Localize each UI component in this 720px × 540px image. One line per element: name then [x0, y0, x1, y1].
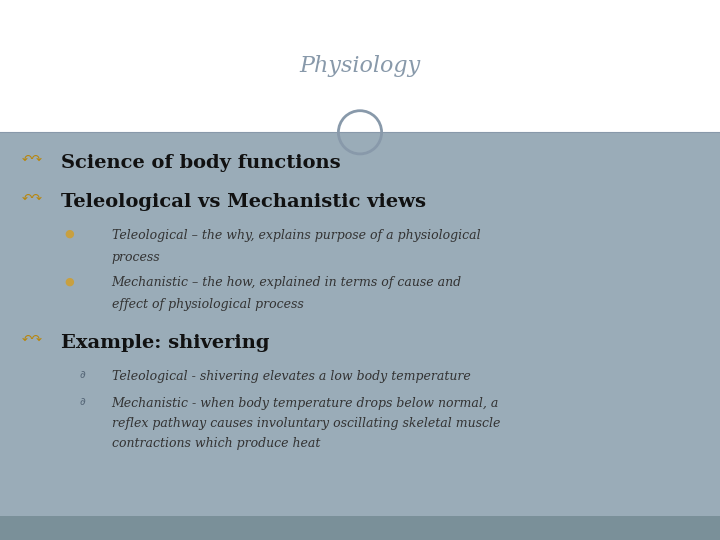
- Text: Physiology: Physiology: [300, 55, 420, 77]
- Text: contractions which produce heat: contractions which produce heat: [112, 437, 320, 450]
- Text: process: process: [112, 251, 161, 264]
- Text: effect of physiological process: effect of physiological process: [112, 298, 303, 311]
- Text: ●: ●: [65, 229, 75, 239]
- Text: Mechanistic - when body temperature drops below normal, a: Mechanistic - when body temperature drop…: [112, 397, 499, 410]
- FancyBboxPatch shape: [0, 0, 720, 132]
- Text: Science of body functions: Science of body functions: [61, 154, 341, 172]
- Text: ↶↷: ↶↷: [22, 154, 42, 167]
- FancyBboxPatch shape: [0, 132, 720, 516]
- Text: ●: ●: [65, 276, 75, 287]
- FancyBboxPatch shape: [0, 516, 720, 540]
- Text: ∂: ∂: [79, 397, 85, 408]
- Text: Example: shivering: Example: shivering: [61, 334, 270, 352]
- Text: ↶↷: ↶↷: [22, 334, 42, 347]
- Text: ↶↷: ↶↷: [22, 193, 42, 206]
- Text: Mechanistic – the how, explained in terms of cause and: Mechanistic – the how, explained in term…: [112, 276, 462, 289]
- Text: reflex pathway causes involuntary oscillating skeletal muscle: reflex pathway causes involuntary oscill…: [112, 417, 500, 430]
- Text: Teleological - shivering elevates a low body temperature: Teleological - shivering elevates a low …: [112, 370, 470, 383]
- Text: ∂: ∂: [79, 370, 85, 381]
- Text: Teleological vs Mechanistic views: Teleological vs Mechanistic views: [61, 193, 426, 211]
- Text: Teleological – the why, explains purpose of a physiological: Teleological – the why, explains purpose…: [112, 229, 480, 242]
